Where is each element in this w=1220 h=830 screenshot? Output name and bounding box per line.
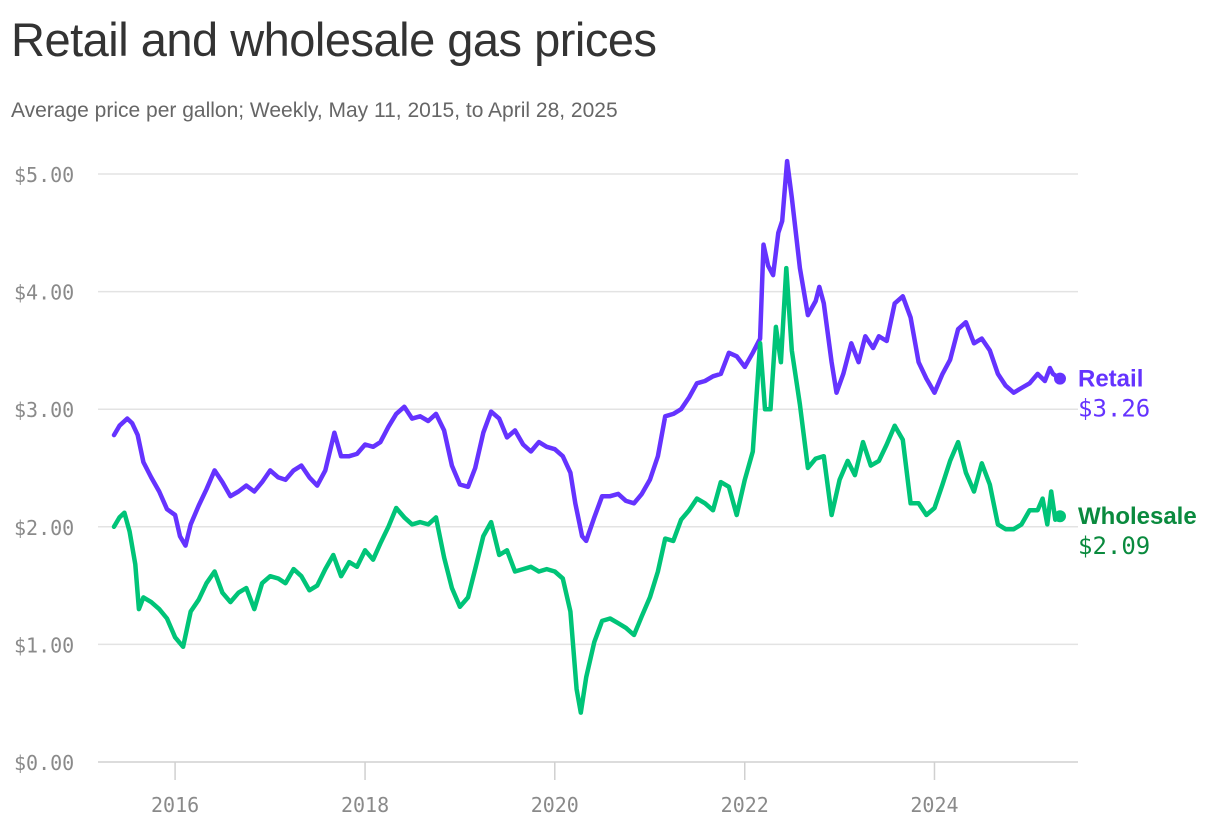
x-tick-label: 2016 (151, 793, 199, 817)
y-tick-label: $1.00 (14, 633, 74, 657)
y-axis: $0.00 $1.00 $2.00 $3.00 $4.00 $5.00 (14, 163, 74, 775)
wholesale-series-label: Wholesale (1078, 503, 1197, 530)
gridlines (98, 173, 1078, 763)
end-labels: Retail$3.26 Wholesale$2.09 (1078, 366, 1197, 561)
x-tick-label: 2024 (910, 793, 958, 817)
wholesale-end-value: $2.09 (1078, 532, 1150, 560)
series-lines (111, 158, 1066, 715)
y-tick-label: $3.00 (14, 398, 74, 422)
chart-subtitle: Average price per gallon; Weekly, May 11… (11, 99, 618, 122)
wholesale-end-point (1054, 510, 1066, 523)
x-tick-label: 2022 (721, 793, 769, 817)
retail-end-value: $3.26 (1078, 395, 1150, 423)
y-tick-label: $2.00 (14, 516, 74, 540)
y-tick-label: $5.00 (14, 163, 74, 187)
chart-title: Retail and wholesale gas prices (11, 13, 657, 66)
wholesale-line (111, 265, 1063, 715)
x-tick-label: 2020 (531, 793, 579, 817)
retail-end-point (1054, 372, 1066, 385)
y-tick-label: $0.00 (14, 751, 74, 775)
retail-series-label: Retail (1078, 366, 1143, 393)
y-tick-label: $4.00 (14, 281, 74, 305)
x-tick-label: 2018 (341, 793, 389, 817)
retail-line (111, 158, 1063, 548)
x-axis: 2016 2018 2020 2022 2024 (151, 762, 959, 817)
